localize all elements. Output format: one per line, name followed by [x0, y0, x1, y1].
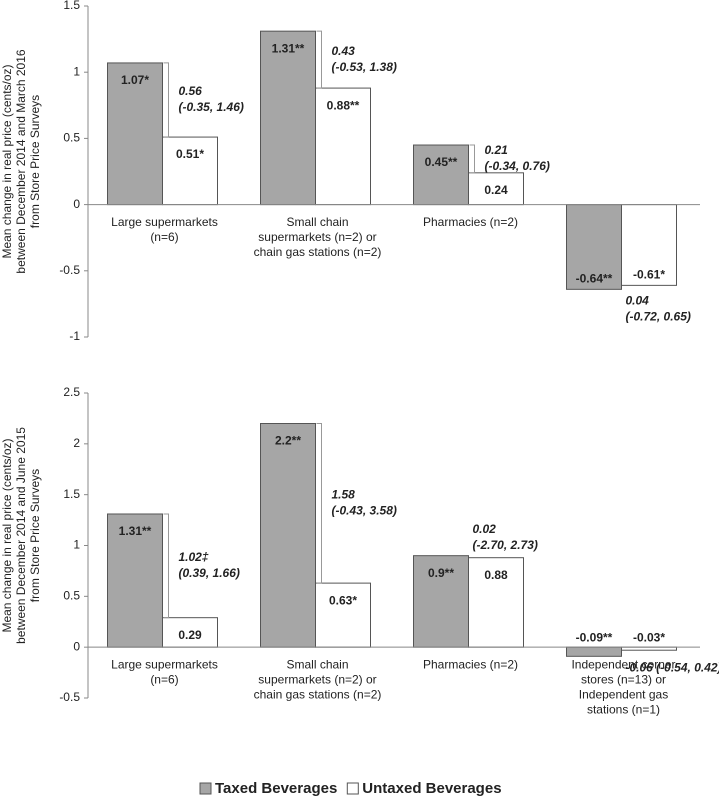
bar [260, 423, 316, 648]
x-tick-label: stations (n=1) [587, 702, 660, 716]
annotation: 0.43 [332, 44, 356, 58]
y-tick-label: -0.5 [59, 690, 80, 704]
y-tick-label: 1.5 [63, 487, 80, 501]
annotation: (-0.34, 0.76) [485, 159, 550, 173]
y-axis-label-line: between December 2014 and March 2016 [14, 49, 28, 273]
y-axis-label-line: from Store Price Surveys [28, 469, 42, 602]
x-tick-label: chain gas stations (n=2) [254, 687, 382, 701]
x-tick-label: Large supermarkets [111, 215, 218, 229]
x-tick-label: Pharmacies (n=2) [423, 657, 518, 671]
bracket [316, 423, 322, 584]
y-tick-label: 2.5 [63, 385, 80, 399]
annotation: 1.58 [332, 487, 356, 501]
y-axis-label: Mean change in real price (cents/oz)betw… [0, 427, 42, 644]
annotation: 0.02 [473, 522, 497, 536]
annotation: (-2.70, 2.73) [473, 538, 538, 552]
value-label: -0.61* [633, 268, 665, 282]
y-axis-label-line: Mean change in real price (cents/oz) [0, 438, 14, 632]
annotation: -0.06 (-0.54, 0.42) [626, 660, 719, 674]
y-tick-label: 0.5 [63, 131, 80, 145]
value-label: 0.45** [425, 155, 458, 169]
annotation: 0.21 [485, 143, 509, 157]
value-label: 0.88** [327, 98, 360, 112]
annotation: (-0.35, 1.46) [179, 100, 244, 114]
bar [162, 136, 218, 206]
value-label: 1.31** [119, 524, 152, 538]
y-axis-label-line: between December 2014 and June 2015 [14, 427, 28, 644]
y-tick-label: 1 [73, 64, 80, 78]
legend-label: Taxed Beverages [215, 780, 337, 797]
bracket [469, 144, 475, 174]
x-tick-label: Pharmacies (n=2) [423, 215, 518, 229]
x-tick-label: Independent gas [579, 687, 668, 701]
value-label: -0.64** [576, 272, 613, 286]
legend-swatch [346, 782, 359, 795]
x-tick-label: Small chain [286, 657, 348, 671]
bar [413, 555, 469, 648]
bar [162, 617, 218, 648]
x-tick-label: (n=6) [150, 672, 178, 686]
annotation: 0.56 [179, 84, 203, 98]
y-tick-label: 0 [73, 639, 80, 653]
x-tick-label: supermarkets (n=2) or [258, 230, 376, 244]
annotation: (-0.72, 0.65) [626, 310, 691, 324]
x-tick-label: supermarkets (n=2) or [258, 672, 376, 686]
value-label: 0.63* [329, 593, 357, 607]
bracket [316, 30, 322, 89]
bar [260, 30, 316, 206]
annotation: (-0.53, 1.38) [332, 60, 397, 74]
annotation: 1.02‡ [179, 550, 209, 564]
value-label: 0.88 [484, 568, 508, 582]
x-tick-label: stores (n=13) or [581, 672, 666, 686]
bar [566, 646, 622, 657]
y-tick-label: -1 [69, 329, 80, 343]
value-label: 0.51* [176, 147, 204, 161]
y-axis-label-line: from Store Price Surveys [28, 95, 42, 228]
annotation: (0.39, 1.66) [179, 566, 240, 580]
x-tick-label: Large supermarkets [111, 657, 218, 671]
annotation: 0.04 [626, 294, 650, 308]
legend-swatch [199, 782, 212, 795]
bar [621, 204, 677, 286]
value-label: 0.9** [428, 566, 454, 580]
y-tick-label: -0.5 [59, 263, 80, 277]
value-label: 1.07* [121, 73, 149, 87]
y-tick-label: 0.5 [63, 589, 80, 603]
x-tick-label: chain gas stations (n=2) [254, 245, 382, 259]
bar [315, 87, 371, 206]
legend-label: Untaxed Beverages [362, 780, 501, 797]
y-tick-label: 0 [73, 197, 80, 211]
x-tick-label: Independent corner [571, 657, 675, 671]
y-tick-label: 1.5 [63, 0, 80, 12]
bar [566, 204, 622, 290]
x-tick-label: (n=6) [150, 230, 178, 244]
bracket [163, 513, 169, 619]
y-axis-label: Mean change in real price (cents/oz)betw… [0, 49, 42, 273]
value-label: -0.09** [576, 630, 613, 644]
annotation: (-0.43, 3.58) [332, 503, 397, 517]
bar [315, 582, 371, 648]
y-tick-label: 1 [73, 538, 80, 552]
y-axis-label-line: Mean change in real price (cents/oz) [0, 64, 14, 258]
value-label: 1.31** [272, 41, 305, 55]
y-tick-label: 2 [73, 436, 80, 450]
value-label: 0.24 [484, 183, 508, 197]
value-label: 2.2** [275, 434, 301, 448]
x-tick-label: Small chain [286, 215, 348, 229]
bracket [163, 62, 169, 138]
bar [413, 144, 469, 206]
value-label: -0.03* [633, 630, 665, 644]
value-label: 0.29 [178, 628, 202, 642]
bar [107, 513, 163, 648]
